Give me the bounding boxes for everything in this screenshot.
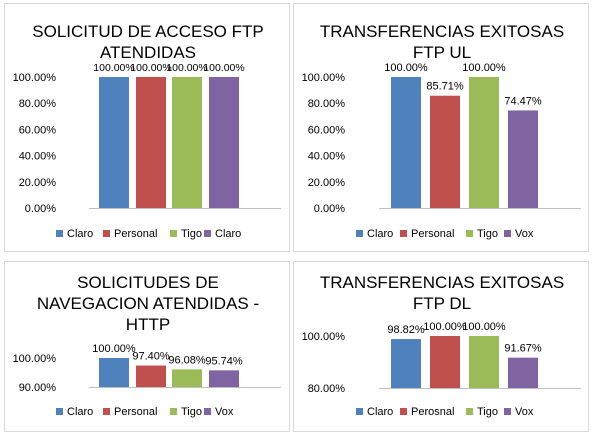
bar-claro — [209, 77, 239, 208]
data-label: 100.00% — [130, 62, 171, 74]
legend-swatch — [103, 408, 110, 415]
y-tick-label: 100.00% — [13, 353, 57, 365]
bar-claro — [99, 358, 129, 387]
y-tick-label: 20.00% — [19, 177, 57, 189]
data-label: 100.00% — [462, 321, 506, 333]
legend-swatch — [56, 230, 63, 237]
chart-title-line: FTP DL — [413, 294, 471, 313]
chart-svg-1: SOLICITUD DE ACCESO FTP ATENDIDAS 0.00% 20.… — [13, 22, 281, 240]
y-tick-label: 0.00% — [25, 203, 56, 215]
y-tick-label: 90.00% — [19, 382, 57, 394]
y-tick-label: 80.00% — [308, 383, 346, 395]
chart-panel-4: TRANSFERENCIAS EXITOSAS FTP DL 80.00% 100.0… — [293, 261, 589, 432]
legend-label: Tigo — [181, 228, 202, 240]
chart-title-line: FTP UL — [413, 43, 471, 62]
chart-title-line: NAVEGACION ATENDIDAS - — [37, 294, 259, 313]
legend-label: Claro — [215, 228, 241, 240]
legend-swatch — [504, 408, 511, 415]
legend-swatch — [504, 230, 511, 237]
chart-svg-4: TRANSFERENCIAS EXITOSAS FTP DL 80.00% 100.0… — [302, 273, 581, 418]
bar-vox — [508, 110, 538, 208]
legend-swatch — [204, 230, 211, 237]
chart-title-line: ATENDIDAS — [100, 43, 196, 62]
data-label: 85.71% — [426, 81, 464, 93]
legend-label: Vox — [515, 228, 534, 240]
legend-label: Vox — [215, 406, 234, 418]
legend-label: Claro — [67, 228, 93, 240]
chart-panel-1: SOLICITUD DE ACCESO FTP ATENDIDAS 0.00% 20.… — [4, 3, 290, 252]
bar-claro — [99, 77, 129, 208]
data-label: 100.00% — [93, 62, 134, 74]
legend-swatch — [204, 408, 211, 415]
legend-swatch — [466, 408, 473, 415]
chart-title-line: TRANSFERENCIAS EXITOSAS — [320, 22, 564, 41]
chart-title-line: HTTP — [126, 315, 170, 334]
y-tick-label: 40.00% — [308, 151, 346, 163]
data-label: 100.00% — [92, 343, 136, 355]
chart-panel-3: SOLICITUDES DE NAVEGACION ATENDIDAS - HTTP… — [4, 261, 290, 432]
chart-panel-2: TRANSFERENCIAS EXITOSAS FTP UL 0.00% 20.00%… — [293, 3, 589, 252]
bar-perosnal — [430, 336, 460, 388]
y-tick-label: 40.00% — [19, 151, 57, 163]
y-tick-label: 100.00% — [302, 331, 346, 343]
bar-claro — [391, 77, 421, 208]
data-label: 74.47% — [504, 95, 542, 107]
data-label: 98.82% — [387, 324, 425, 336]
legend-label: Claro — [67, 406, 93, 418]
legend-swatch — [356, 230, 363, 237]
y-tick-label: 0.00% — [314, 203, 345, 215]
legend-label: Tigo — [181, 406, 202, 418]
chart-svg-2: TRANSFERENCIAS EXITOSAS FTP UL 0.00% 20.00%… — [302, 22, 581, 240]
legend-label: Claro — [367, 406, 393, 418]
data-label: 95.74% — [205, 355, 243, 367]
chart-svg-3: SOLICITUDES DE NAVEGACION ATENDIDAS - HTTP… — [13, 273, 281, 418]
legend-swatch — [56, 408, 63, 415]
legend-label: Tigo — [477, 228, 498, 240]
bar-tigo — [172, 369, 202, 387]
bar-vox — [209, 370, 239, 387]
y-tick-label: 80.00% — [19, 98, 57, 110]
y-tick-label: 80.00% — [308, 98, 346, 110]
y-tick-label: 20.00% — [308, 177, 346, 189]
chart-title-line: TRANSFERENCIAS EXITOSAS — [320, 273, 564, 292]
data-label: 100.00% — [384, 62, 428, 74]
legend-swatch — [356, 408, 363, 415]
data-label: 91.67% — [504, 343, 542, 355]
bar-personal — [136, 365, 166, 387]
legend-label: Claro — [367, 228, 393, 240]
y-tick-label: 60.00% — [19, 124, 57, 136]
bar-vox — [508, 357, 538, 388]
legend-label: Personal — [114, 228, 157, 240]
bar-tigo — [469, 336, 499, 388]
legend-swatch — [400, 230, 407, 237]
y-tick-label: 100.00% — [13, 72, 57, 84]
data-label: 100.00% — [166, 62, 207, 74]
bar-tigo — [172, 77, 202, 208]
legend-swatch — [170, 408, 177, 415]
data-label: 100.00% — [423, 321, 467, 333]
data-label: 96.08% — [168, 354, 206, 366]
bar-claro — [391, 339, 421, 388]
legend-swatch — [170, 230, 177, 237]
chart-title-line: SOLICITUD DE ACCESO FTP — [32, 22, 263, 41]
legend-swatch — [466, 230, 473, 237]
legend-label: Personal — [114, 406, 157, 418]
bar-personal — [430, 95, 460, 208]
legend-label: Tigo — [477, 406, 498, 418]
data-label: 100.00% — [462, 62, 506, 74]
y-tick-label: 60.00% — [308, 124, 346, 136]
legend-swatch — [400, 408, 407, 415]
legend-label: Perosnal — [411, 406, 454, 418]
legend-swatch — [103, 230, 110, 237]
legend-label: Personal — [411, 228, 454, 240]
y-tick-label: 100.00% — [302, 72, 346, 84]
chart-title-line: SOLICITUDES DE — [77, 273, 219, 292]
data-label: 100.00% — [203, 62, 244, 74]
legend-label: Vox — [515, 406, 534, 418]
bar-tigo — [469, 77, 499, 208]
bar-personal — [136, 77, 166, 208]
data-label: 97.40% — [132, 351, 170, 363]
